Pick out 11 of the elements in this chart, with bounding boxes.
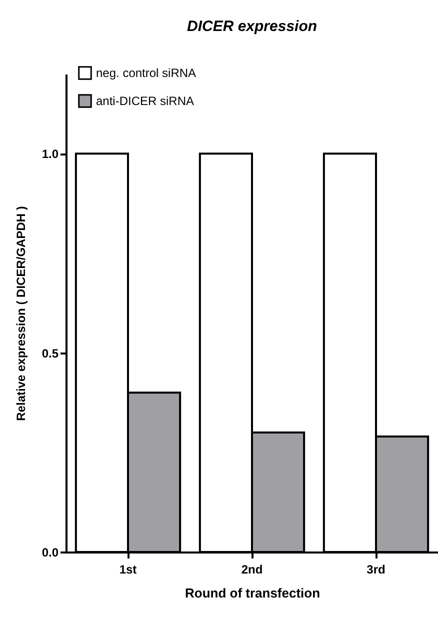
y-tick-label: 0.0 (42, 546, 59, 560)
x-tick-label: 3rd (366, 562, 386, 576)
legend-label: anti-DICER siRNA (96, 94, 194, 108)
chart-title: DICER expression (186, 18, 318, 35)
x-tick-label: 1st (119, 562, 137, 576)
legend-label: neg. control siRNA (96, 66, 196, 80)
y-tick-label: 0.5 (42, 346, 59, 360)
y-tick-label: 1.0 (42, 147, 59, 162)
x-tick-label: 2nd (241, 562, 263, 576)
x-axis-title: Round of transfection (184, 586, 320, 600)
y-axis-title: Relative expression ( DICER/GAPDH ) (14, 206, 28, 421)
